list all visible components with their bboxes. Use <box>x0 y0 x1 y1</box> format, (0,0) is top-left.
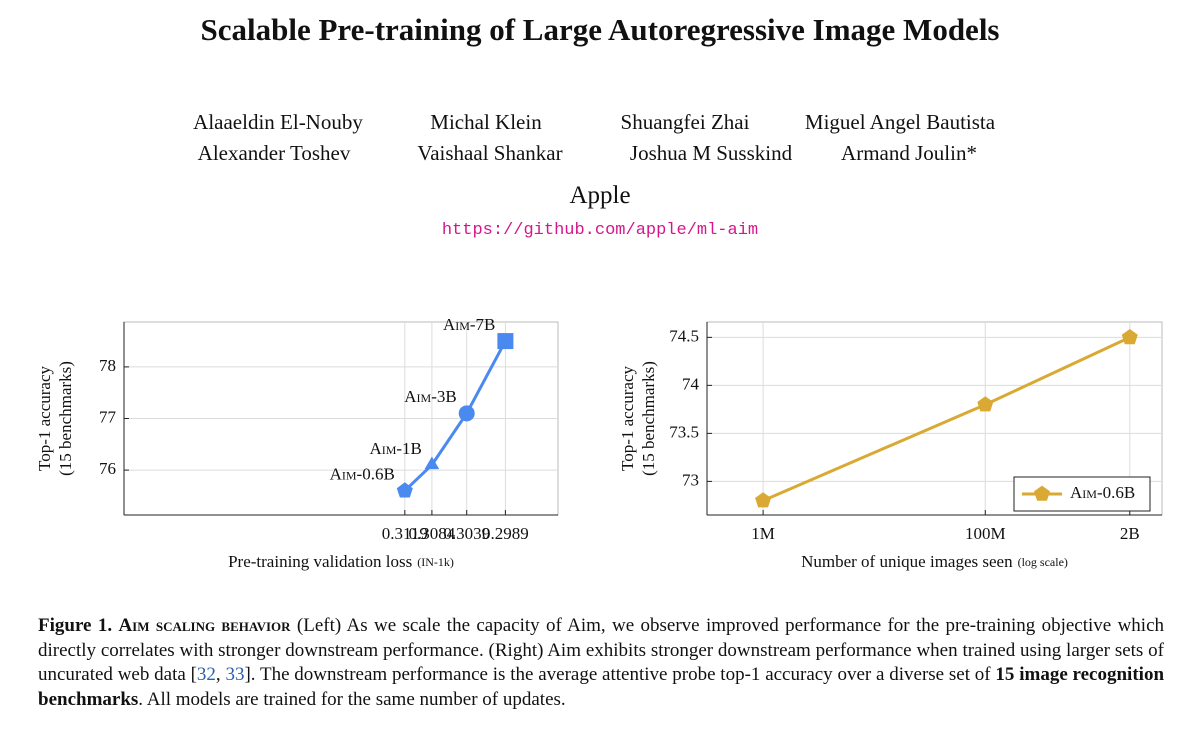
x-tick-label: 0.2989 <box>482 524 529 543</box>
x-axis-title: Number of unique images seen <box>801 552 1013 571</box>
y-tick-label: 77 <box>99 407 117 426</box>
author: Michal Klein <box>430 110 542 134</box>
y-tick-label: 73.5 <box>669 422 699 441</box>
y-axis-label: Top-1 accuracy <box>618 366 637 471</box>
caption-text: , <box>215 664 221 685</box>
marker <box>396 482 413 498</box>
citation[interactable]: 32 <box>196 664 216 685</box>
y-axis-note: (15 benchmarks) <box>639 361 658 476</box>
x-axis-note: (IN-1k) <box>417 555 454 569</box>
caption-text: (Left) As we scale the capacity of Aim, … <box>38 615 1164 685</box>
y-tick-label: 73 <box>682 470 699 489</box>
legend-marker <box>1034 485 1050 501</box>
caption-heading: Aim scaling behavior <box>118 615 291 636</box>
caption-label: Figure 1. <box>38 615 113 636</box>
y-tick-label: 74 <box>682 374 700 393</box>
caption-text: . All models are trained for the same nu… <box>138 688 566 710</box>
marker <box>977 396 994 412</box>
y-tick-label: 78 <box>99 356 116 375</box>
x-axis-label: Pre-training validation loss (IN-1k) <box>228 552 454 571</box>
point-label: Aim-3B <box>404 387 456 406</box>
x-tick-label: 0.3039 <box>443 524 490 543</box>
marker <box>458 405 475 422</box>
author: Shuangfei Zhai <box>620 110 750 134</box>
point-label: Aim-0.6B <box>330 465 395 484</box>
y-tick-label: 74.5 <box>669 326 699 345</box>
point-label: Aim-7B <box>443 315 495 334</box>
marker <box>755 492 772 508</box>
caption-text: ]. The downstream performance is the ave… <box>244 664 991 685</box>
paper-title: Scalable Pre-training of Large Autoregre… <box>200 12 1000 47</box>
repo-link[interactable]: https://github.com/apple/ml-aim <box>441 221 759 240</box>
legend-label: Aim-0.6B <box>1070 483 1135 502</box>
author: Armand Joulin* <box>841 141 977 165</box>
author: Alexander Toshev <box>197 141 351 165</box>
citation[interactable]: 33 <box>225 664 245 685</box>
y-axis-note: (15 benchmarks) <box>56 361 75 476</box>
x-tick-label: 0.3119 <box>382 524 428 543</box>
y-axis-label: Top-1 accuracy <box>35 366 54 471</box>
affiliation: Apple <box>569 182 631 209</box>
x-axis-label: Number of unique images seen (log scale) <box>801 552 1068 571</box>
author: Alaaeldin El-Nouby <box>193 110 363 134</box>
caption-emphasis: 15 image recognition benchmarks <box>38 664 1165 710</box>
x-axis-title: Pre-training validation loss <box>228 552 412 571</box>
caption: Figure 1. Aim scaling behavior (Left) As… <box>38 614 1164 712</box>
x-tick-label: 2B <box>1120 524 1140 543</box>
x-tick-label: 1M <box>751 524 775 543</box>
author: Vaishaal Shankar <box>417 141 563 165</box>
marker <box>424 456 440 470</box>
author: Joshua M Susskind <box>629 141 793 165</box>
marker <box>1121 329 1138 345</box>
y-tick-label: 76 <box>99 459 116 478</box>
data-line <box>403 340 507 492</box>
data-line <box>762 336 1131 502</box>
x-tick-label: 100M <box>965 524 1006 543</box>
marker <box>497 333 514 350</box>
x-tick-label: 0.3084 <box>409 524 456 543</box>
author: Miguel Angel Bautista <box>804 110 996 134</box>
x-axis-note: (log scale) <box>1018 555 1068 569</box>
point-label: Aim-1B <box>369 439 421 458</box>
